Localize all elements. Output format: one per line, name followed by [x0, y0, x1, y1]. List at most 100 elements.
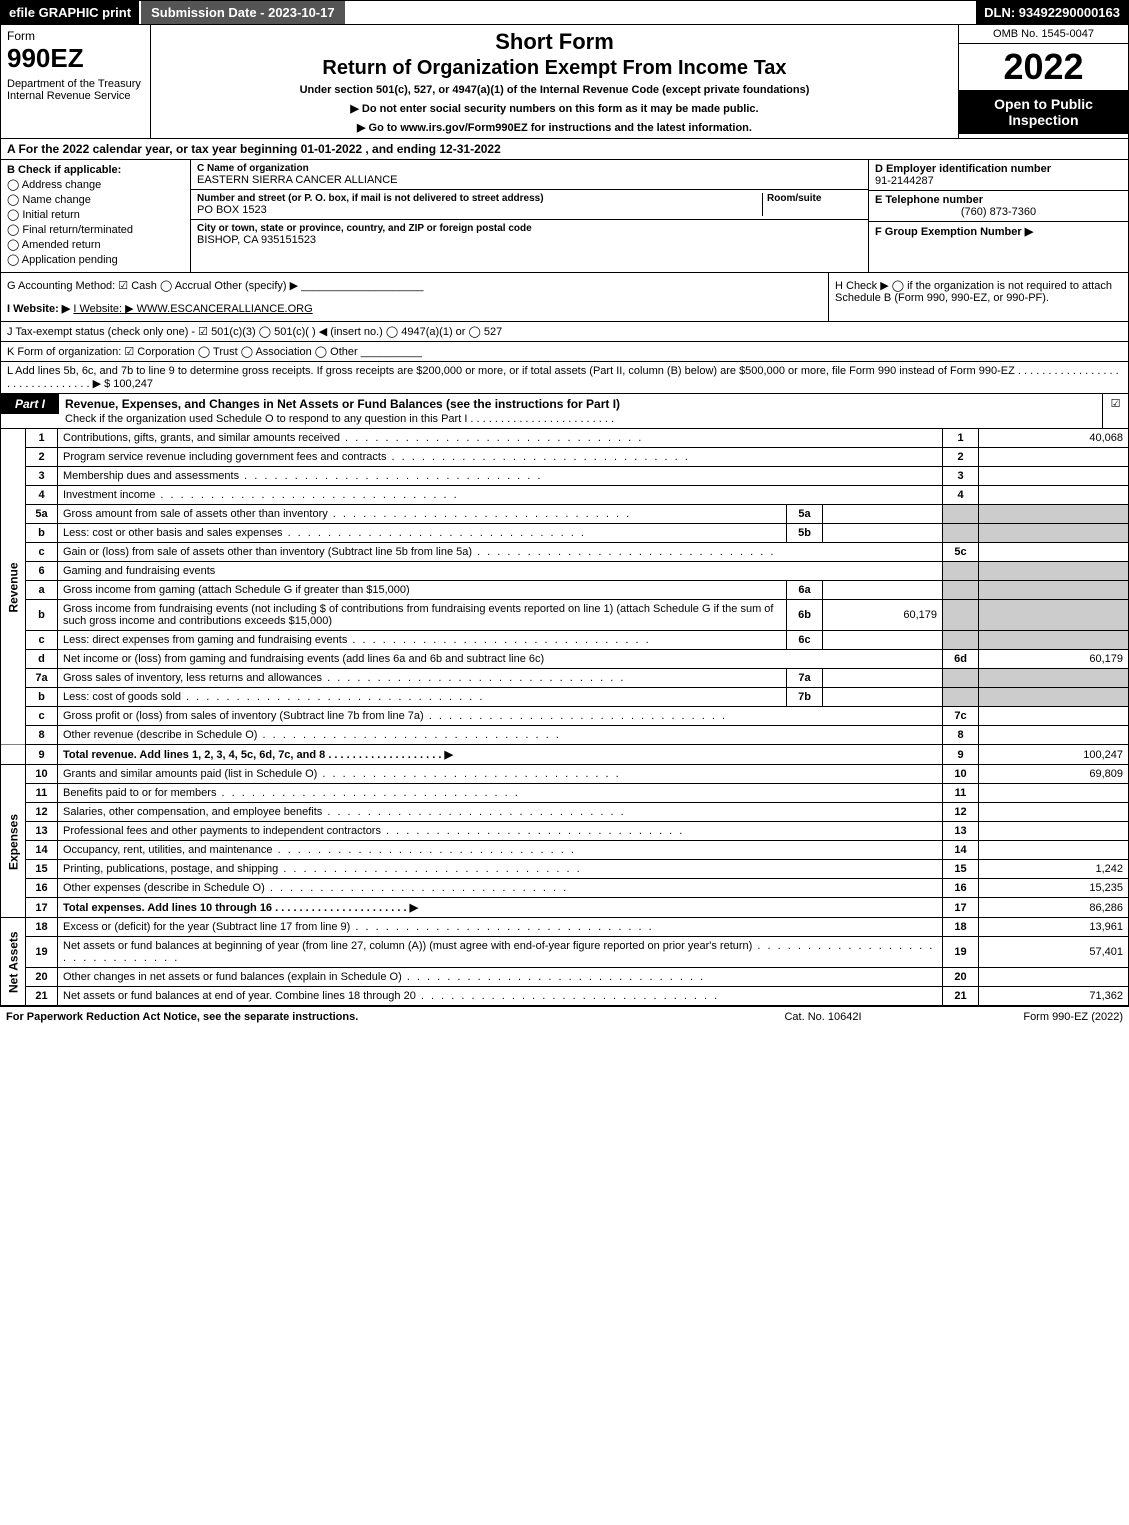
return-title: Return of Organization Exempt From Incom…	[159, 57, 950, 80]
shade-cell	[943, 688, 979, 707]
shade-cell	[943, 600, 979, 631]
row-num: a	[26, 581, 58, 600]
tel-label: E Telephone number	[875, 194, 1122, 206]
mini-amt	[823, 688, 943, 707]
row-amt: 1,242	[979, 860, 1129, 879]
row-desc: Program service revenue including govern…	[58, 448, 943, 467]
shade-cell	[979, 524, 1129, 543]
row-desc: Membership dues and assessments	[58, 467, 943, 486]
row-desc: Gross sales of inventory, less returns a…	[58, 669, 787, 688]
row-rn: 8	[943, 726, 979, 745]
cb-name-change[interactable]: ◯ Name change	[7, 193, 184, 206]
line-i: I Website: ▶ I Website: ▶ WWW.ESCANCERAL…	[7, 302, 822, 315]
department-label: Department of the Treasury Internal Reve…	[7, 78, 144, 102]
part1-checkbox[interactable]: ☑	[1102, 394, 1128, 428]
cb-final-return[interactable]: ◯ Final return/terminated	[7, 223, 184, 236]
short-form-title: Short Form	[159, 29, 950, 55]
row-amt	[979, 726, 1129, 745]
submission-date: Submission Date - 2023-10-17	[139, 1, 347, 24]
row-desc: Grants and similar amounts paid (list in…	[58, 765, 943, 784]
row-num: 7a	[26, 669, 58, 688]
row-num: 16	[26, 879, 58, 898]
side-expenses: Expenses	[1, 765, 26, 918]
cb-amended-return[interactable]: ◯ Amended return	[7, 238, 184, 251]
cb-label: Initial return	[22, 209, 79, 221]
row-desc: Occupancy, rent, utilities, and maintena…	[58, 841, 943, 860]
under-section-text: Under section 501(c), 527, or 4947(a)(1)…	[159, 84, 950, 96]
shade-cell	[979, 581, 1129, 600]
row-num: 15	[26, 860, 58, 879]
row-amt	[979, 467, 1129, 486]
row-num: 17	[26, 898, 58, 918]
row-desc: Gross income from fundraising events (no…	[58, 600, 787, 631]
row-desc: Printing, publications, postage, and shi…	[58, 860, 943, 879]
row-desc: Investment income	[58, 486, 943, 505]
row-desc: Less: cost or other basis and sales expe…	[58, 524, 787, 543]
shade-cell	[943, 524, 979, 543]
room-label: Room/suite	[767, 193, 862, 204]
row-num: 11	[26, 784, 58, 803]
row-amt: 100,247	[979, 745, 1129, 765]
row-desc: Total expenses. Add lines 10 through 16 …	[58, 898, 943, 918]
ein-value: 91-2144287	[875, 175, 1122, 187]
website-value[interactable]: I Website: ▶ WWW.ESCANCERALLIANCE.ORG	[73, 303, 312, 315]
row-desc: Net assets or fund balances at beginning…	[58, 937, 943, 968]
mini-num: 6b	[787, 600, 823, 631]
omb-number: OMB No. 1545-0047	[959, 25, 1128, 44]
section-g-h: G Accounting Method: ☑ Cash ◯ Accrual Ot…	[0, 273, 1129, 322]
row-rn: 10	[943, 765, 979, 784]
row-desc: Benefits paid to or for members	[58, 784, 943, 803]
row-rn: 18	[943, 918, 979, 937]
row-amt	[979, 822, 1129, 841]
column-c: C Name of organization EASTERN SIERRA CA…	[191, 160, 868, 272]
page-footer: For Paperwork Reduction Act Notice, see …	[0, 1006, 1129, 1027]
row-num: 2	[26, 448, 58, 467]
goto-link[interactable]: ▶ Go to www.irs.gov/Form990EZ for instru…	[159, 121, 950, 134]
cb-label: Application pending	[22, 254, 118, 266]
footer-left: For Paperwork Reduction Act Notice, see …	[6, 1011, 723, 1023]
row-amt: 15,235	[979, 879, 1129, 898]
row-num: 3	[26, 467, 58, 486]
footer-mid: Cat. No. 10642I	[723, 1011, 923, 1023]
row-amt	[979, 448, 1129, 467]
street-label: Number and street (or P. O. box, if mail…	[197, 193, 762, 204]
row-num: 12	[26, 803, 58, 822]
row-desc: Net income or (loss) from gaming and fun…	[58, 650, 943, 669]
row-amt: 71,362	[979, 987, 1129, 1006]
shade-cell	[943, 669, 979, 688]
cb-initial-return[interactable]: ◯ Initial return	[7, 208, 184, 221]
row-desc: Other expenses (describe in Schedule O)	[58, 879, 943, 898]
shade-cell	[943, 562, 979, 581]
row-amt	[979, 486, 1129, 505]
row-amt	[979, 803, 1129, 822]
efile-label[interactable]: efile GRAPHIC print	[1, 1, 139, 24]
row-amt	[979, 841, 1129, 860]
row-desc: Gaming and fundraising events	[58, 562, 943, 581]
shade-cell	[979, 562, 1129, 581]
cb-label: Amended return	[22, 239, 101, 251]
mini-amt	[823, 631, 943, 650]
row-rn: 16	[943, 879, 979, 898]
row-rn: 17	[943, 898, 979, 918]
shade-cell	[979, 688, 1129, 707]
shade-cell	[979, 669, 1129, 688]
mini-amt	[823, 669, 943, 688]
row-num: 1	[26, 429, 58, 448]
cb-address-change[interactable]: ◯ Address change	[7, 178, 184, 191]
cb-label: Name change	[22, 194, 91, 206]
part1-table: Revenue 1 Contributions, gifts, grants, …	[0, 429, 1129, 1006]
row-num: 14	[26, 841, 58, 860]
side-netassets: Net Assets	[1, 918, 26, 1006]
row-desc: Gross amount from sale of assets other t…	[58, 505, 787, 524]
dln-label: DLN: 93492290000163	[976, 1, 1128, 24]
row-rn: 20	[943, 968, 979, 987]
shade-cell	[979, 631, 1129, 650]
line-k: K Form of organization: ☑ Corporation ◯ …	[0, 342, 1129, 362]
shade-cell	[979, 600, 1129, 631]
row-num: 19	[26, 937, 58, 968]
row-rn: 3	[943, 467, 979, 486]
cb-application-pending[interactable]: ◯ Application pending	[7, 253, 184, 266]
tax-year: 2022	[959, 44, 1128, 90]
line-a: A For the 2022 calendar year, or tax yea…	[0, 139, 1129, 160]
open-to-public: Open to Public Inspection	[959, 90, 1128, 134]
